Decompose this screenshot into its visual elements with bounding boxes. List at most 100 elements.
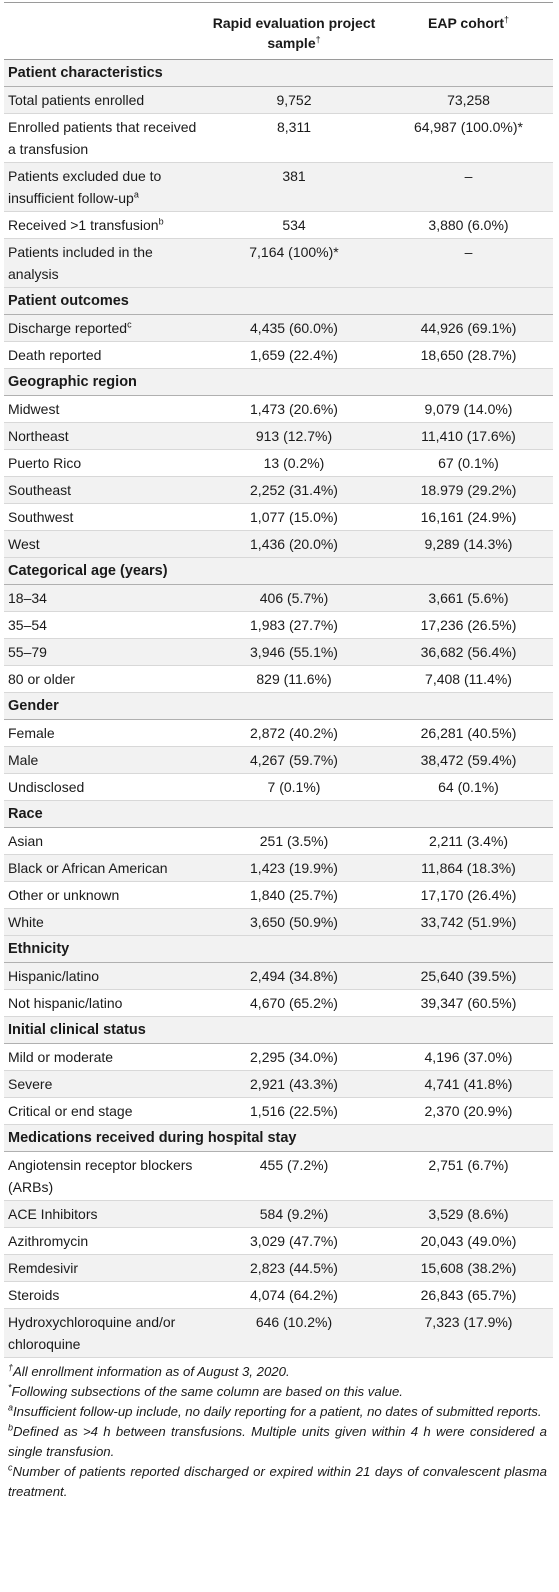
table-row: Southwest 1,077 (15.0%) 16,161 (24.9%) <box>4 503 553 531</box>
eap-cohort-value: 25,640 (39.5%) <box>384 962 553 990</box>
table-row: White 3,650 (50.9%) 33,742 (51.9%) <box>4 908 553 936</box>
table-row: ACE Inhibitors 584 (9.2%) 3,529 (8.6%) <box>4 1200 553 1228</box>
row-label-cell: White <box>4 908 204 936</box>
table-row: Southeast 2,252 (31.4%) 18.979 (29.2%) <box>4 476 553 504</box>
rapid-evaluation-value: 534 <box>204 211 384 239</box>
row-label-cell: Patients included in the analysis <box>4 238 204 288</box>
row-label-cell: Midwest <box>4 395 204 423</box>
row-label: Received >1 transfusion <box>8 217 159 233</box>
table-header: Rapid evaluation project sample† EAP coh… <box>4 2 553 60</box>
table-row: Total patients enrolled 9,752 73,258 <box>4 86 553 114</box>
row-label-cell: Northeast <box>4 422 204 450</box>
eap-cohort-value: 26,843 (65.7%) <box>384 1281 553 1309</box>
footnote-symbol: † <box>8 1362 14 1373</box>
eap-cohort-value: 64 (0.1%) <box>384 773 553 801</box>
row-label-cell: Azithromycin <box>4 1227 204 1255</box>
row-label-cell: Death reported <box>4 341 204 369</box>
row-label: Azithromycin <box>8 1233 89 1249</box>
eap-cohort-value: 2,751 (6.7%) <box>384 1151 553 1201</box>
eap-cohort-value: 9,289 (14.3%) <box>384 530 553 558</box>
section-title: Geographic region <box>4 368 553 396</box>
footnote: aInsufficient follow-up include, no dail… <box>8 1402 547 1422</box>
footnote-text: Number of patients reported discharged o… <box>8 1464 547 1499</box>
row-label: Angiotensin receptor blockers (ARBs) <box>8 1157 193 1195</box>
row-label: Death reported <box>8 347 102 363</box>
eap-cohort-value: 33,742 (51.9%) <box>384 908 553 936</box>
rapid-evaluation-value: 381 <box>204 162 384 212</box>
rapid-evaluation-value: 4,670 (65.2%) <box>204 989 384 1017</box>
section-header: Ethnicity <box>4 935 553 963</box>
eap-cohort-value: 36,682 (56.4%) <box>384 638 553 666</box>
footnote-mark: a <box>133 189 139 200</box>
rapid-evaluation-value: 1,436 (20.0%) <box>204 530 384 558</box>
table-row: Angiotensin receptor blockers (ARBs) 455 … <box>4 1151 553 1201</box>
footnote-mark: c <box>127 319 132 330</box>
eap-cohort-value: 38,472 (59.4%) <box>384 746 553 774</box>
footnote-text: Insufficient follow-up include, no daily… <box>13 1404 542 1419</box>
row-label: 80 or older <box>8 671 75 687</box>
eap-cohort-value: 67 (0.1%) <box>384 449 553 477</box>
row-label-cell: 18–34 <box>4 584 204 612</box>
eap-cohort-value: 39,347 (60.5%) <box>384 989 553 1017</box>
row-label: Remdesivir <box>8 1260 79 1276</box>
table-row: Mild or moderate 2,295 (34.0%) 4,196 (37.0… <box>4 1043 553 1071</box>
section-header: Race <box>4 800 553 828</box>
eap-cohort-value: 20,043 (49.0%) <box>384 1227 553 1255</box>
section-header: Patient characteristics <box>4 59 553 87</box>
rapid-evaluation-value: 7 (0.1%) <box>204 773 384 801</box>
rapid-evaluation-value: 1,840 (25.7%) <box>204 881 384 909</box>
row-label: Not hispanic/latino <box>8 995 123 1011</box>
row-label-cell: Female <box>4 719 204 747</box>
table-row: Hispanic/latino 2,494 (34.8%) 25,640 (39.5… <box>4 962 553 990</box>
row-label: Southeast <box>8 482 72 498</box>
header-eap-cohort: EAP cohort† <box>384 2 553 60</box>
row-label: Critical or end stage <box>8 1103 133 1119</box>
row-label-cell: Discharge reportedc <box>4 314 204 342</box>
table-row: 18–34 406 (5.7%) 3,661 (5.6%) <box>4 584 553 612</box>
footnote: †All enrollment information as of August… <box>8 1362 547 1382</box>
table-row: Severe 2,921 (43.3%) 4,741 (41.8%) <box>4 1070 553 1098</box>
table-row: Hydroxychloroquine and/or chloroquine 646… <box>4 1308 553 1358</box>
section-title: Ethnicity <box>4 935 553 963</box>
footnote-symbol: b <box>8 1422 14 1433</box>
footnote: *Following subsections of the same colum… <box>8 1382 547 1402</box>
header-dagger-mark: † <box>503 14 509 25</box>
table-row: Steroids 4,074 (64.2%) 26,843 (65.7%) <box>4 1281 553 1309</box>
footnote-symbol: a <box>8 1402 14 1413</box>
footnote: bDefined as >4 h between transfusions. M… <box>8 1422 547 1462</box>
section-header: Categorical age (years) <box>4 557 553 585</box>
rapid-evaluation-value: 3,029 (47.7%) <box>204 1227 384 1255</box>
table-row: Critical or end stage 1,516 (22.5%) 2,370 … <box>4 1097 553 1125</box>
eap-cohort-value: 16,161 (24.9%) <box>384 503 553 531</box>
eap-cohort-value: 26,281 (40.5%) <box>384 719 553 747</box>
rapid-evaluation-value: 829 (11.6%) <box>204 665 384 693</box>
rapid-evaluation-value: 1,983 (27.7%) <box>204 611 384 639</box>
section-title: Patient outcomes <box>4 287 553 315</box>
row-label-cell: Undisclosed <box>4 773 204 801</box>
row-label-cell: Enrolled patients that received a transf… <box>4 113 204 163</box>
row-label-cell: Male <box>4 746 204 774</box>
row-label: Asian <box>8 833 44 849</box>
row-label-cell: Hydroxychloroquine and/or chloroquine <box>4 1308 204 1358</box>
row-label-cell: Remdesivir <box>4 1254 204 1282</box>
table-row: West 1,436 (20.0%) 9,289 (14.3%) <box>4 530 553 558</box>
row-label: 55–79 <box>8 644 47 660</box>
eap-cohort-value: 44,926 (69.1%) <box>384 314 553 342</box>
row-label-cell: 35–54 <box>4 611 204 639</box>
row-label: Discharge reported <box>8 320 128 336</box>
row-label: White <box>8 914 44 930</box>
table-row: Patients included in the analysis 7,164 (… <box>4 238 553 288</box>
table-row: Puerto Rico 13 (0.2%) 67 (0.1%) <box>4 449 553 477</box>
row-label: Midwest <box>8 401 60 417</box>
footnote-symbol: * <box>8 1382 12 1393</box>
row-label-cell: Southwest <box>4 503 204 531</box>
footnote-text: All enrollment information as of August … <box>13 1364 290 1379</box>
eap-cohort-value: 11,410 (17.6%) <box>384 422 553 450</box>
footnotes: †All enrollment information as of August… <box>4 1362 553 1502</box>
eap-cohort-value: 7,408 (11.4%) <box>384 665 553 693</box>
rapid-evaluation-value: 406 (5.7%) <box>204 584 384 612</box>
row-label: Mild or moderate <box>8 1049 114 1065</box>
table-row: Other or unknown 1,840 (25.7%) 17,170 (26.… <box>4 881 553 909</box>
section-header: Initial clinical status <box>4 1016 553 1044</box>
rapid-evaluation-value: 13 (0.2%) <box>204 449 384 477</box>
